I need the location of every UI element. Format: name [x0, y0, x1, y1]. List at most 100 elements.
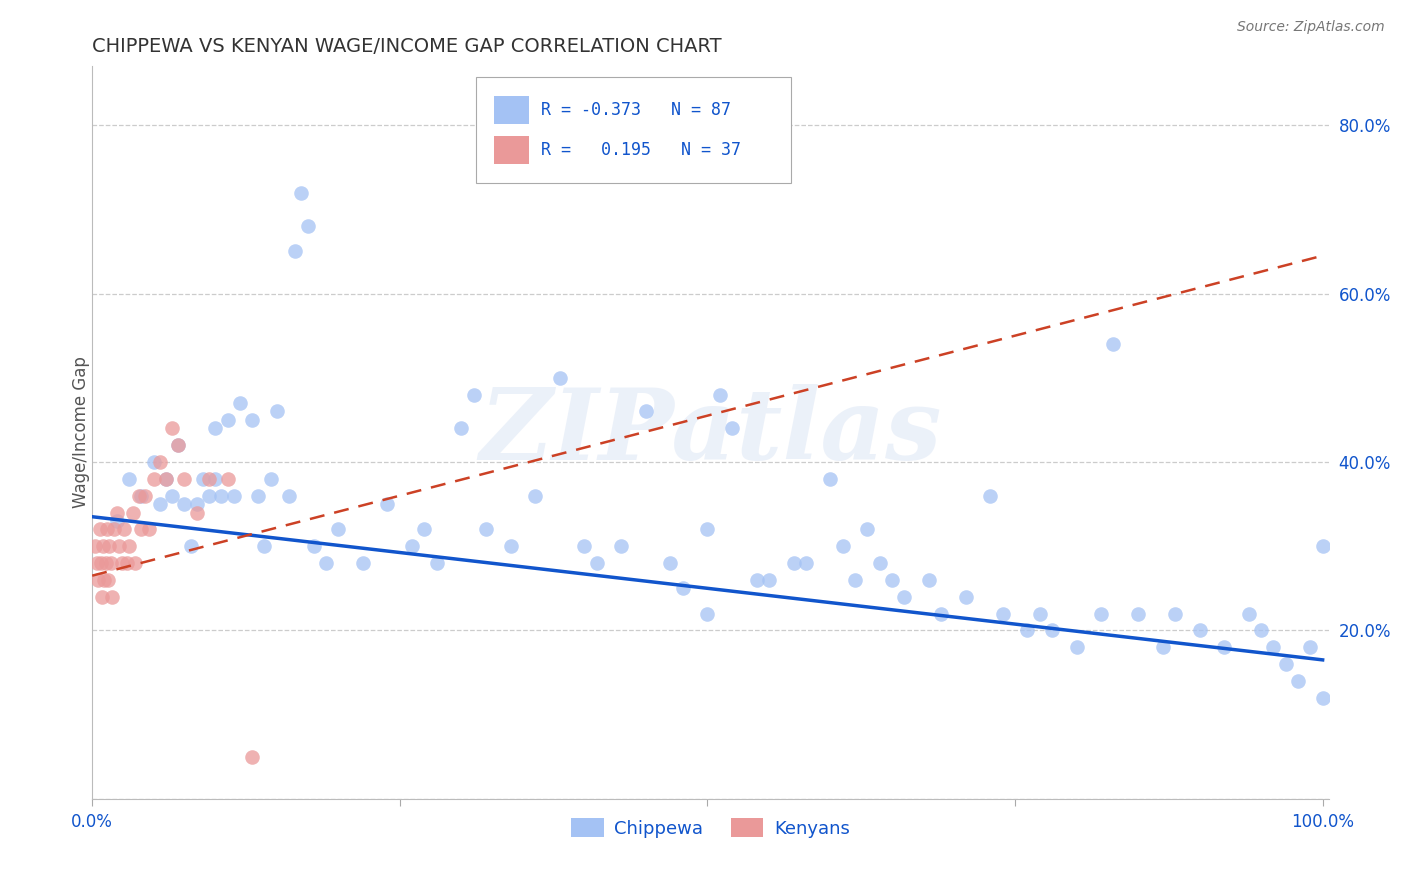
Point	[105, 514, 128, 528]
Point	[1017, 624, 1039, 638]
Point	[1102, 337, 1125, 351]
Point	[222, 489, 245, 503]
Point	[89, 522, 111, 536]
Point	[103, 522, 125, 536]
Point	[94, 556, 117, 570]
Point	[585, 556, 607, 570]
Point	[574, 539, 596, 553]
Point	[149, 497, 172, 511]
Point	[548, 371, 571, 385]
Point	[918, 573, 941, 587]
Point	[869, 556, 891, 570]
Point	[142, 455, 165, 469]
Point	[118, 472, 141, 486]
Point	[198, 472, 221, 486]
Point	[253, 539, 276, 553]
Point	[1028, 607, 1050, 621]
FancyBboxPatch shape	[494, 96, 529, 124]
Point	[634, 404, 657, 418]
Point	[278, 489, 301, 503]
Point	[118, 539, 141, 553]
Point	[87, 573, 110, 587]
Point	[204, 421, 226, 435]
Point	[302, 539, 325, 553]
Point	[240, 413, 263, 427]
Point	[758, 573, 780, 587]
Point	[1312, 539, 1334, 553]
Point	[198, 489, 221, 503]
Point	[955, 590, 977, 604]
Y-axis label: Wage/Income Gap: Wage/Income Gap	[72, 357, 90, 508]
Point	[100, 556, 122, 570]
Point	[160, 489, 183, 503]
Point	[173, 497, 195, 511]
Point	[709, 387, 731, 401]
Point	[128, 489, 150, 503]
Point	[721, 421, 744, 435]
Point	[290, 186, 312, 200]
Point	[142, 472, 165, 486]
Point	[991, 607, 1014, 621]
Point	[96, 522, 118, 536]
Point	[426, 556, 449, 570]
Point	[463, 387, 485, 401]
Point	[247, 489, 270, 503]
Point	[499, 539, 522, 553]
Point	[524, 489, 547, 503]
Point	[121, 506, 143, 520]
Point	[284, 244, 307, 259]
Point	[794, 556, 817, 570]
Point	[856, 522, 879, 536]
Point	[1213, 640, 1236, 655]
Point	[155, 472, 177, 486]
Point	[672, 582, 695, 596]
Point	[610, 539, 633, 553]
Point	[1299, 640, 1322, 655]
Point	[1250, 624, 1272, 638]
Legend: Chippewa, Kenyans: Chippewa, Kenyans	[564, 811, 858, 845]
Point	[160, 421, 183, 435]
Point	[167, 438, 190, 452]
Point	[1286, 673, 1309, 688]
Point	[782, 556, 804, 570]
Point	[124, 556, 146, 570]
Point	[134, 489, 156, 503]
Point	[696, 607, 718, 621]
Point	[217, 472, 239, 486]
Point	[401, 539, 423, 553]
Point	[86, 556, 108, 570]
Point	[1066, 640, 1088, 655]
Point	[696, 522, 718, 536]
Point	[352, 556, 374, 570]
Point	[1152, 640, 1174, 655]
Point	[450, 421, 472, 435]
Point	[149, 455, 172, 469]
Point	[745, 573, 768, 587]
Point	[186, 506, 208, 520]
Point	[377, 497, 399, 511]
Point	[97, 573, 120, 587]
Point	[880, 573, 903, 587]
Point	[893, 590, 915, 604]
Point	[229, 396, 252, 410]
Point	[659, 556, 682, 570]
Point	[98, 539, 121, 553]
Point	[266, 404, 288, 418]
Point	[204, 472, 226, 486]
Point	[93, 573, 115, 587]
Point	[91, 590, 114, 604]
Point	[844, 573, 866, 587]
Point	[1263, 640, 1285, 655]
Point	[131, 489, 153, 503]
FancyBboxPatch shape	[475, 78, 790, 184]
Point	[328, 522, 350, 536]
Point	[831, 539, 853, 553]
Point	[315, 556, 337, 570]
Text: Source: ZipAtlas.com: Source: ZipAtlas.com	[1237, 20, 1385, 34]
Point	[115, 556, 138, 570]
Point	[217, 413, 239, 427]
Point	[820, 472, 842, 486]
Point	[929, 607, 952, 621]
FancyBboxPatch shape	[494, 136, 529, 163]
Text: R = -0.373   N = 87: R = -0.373 N = 87	[541, 101, 731, 120]
